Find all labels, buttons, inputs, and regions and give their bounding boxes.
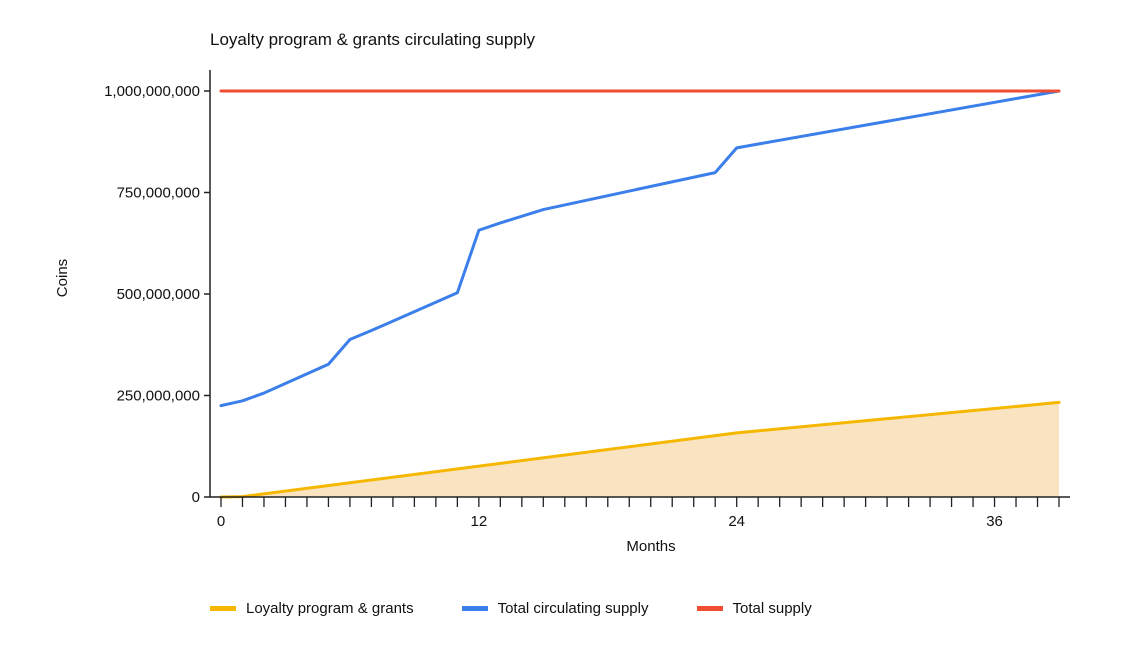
legend-item-circulating: Total circulating supply <box>461 600 649 617</box>
y-tick-label: 500,000,000 <box>117 286 200 303</box>
x-axis-label: Months <box>626 538 675 555</box>
axes-layer: 0 250,000,000 500,000,000 750,000,000 1,000,… <box>104 70 1070 530</box>
x-tick-label: 0 <box>217 513 225 530</box>
series-line-1 <box>219 89 1061 408</box>
y-tick-label: 1,000,000,000 <box>104 83 200 100</box>
y-tick-label: 750,000,000 <box>117 185 200 202</box>
chart-title: Loyalty program & grants circulating sup… <box>210 30 536 49</box>
legend-label-circulating: Total circulating supply <box>497 600 649 617</box>
legend-swatch-circulating <box>461 606 488 611</box>
x-tick-label: 24 <box>728 513 745 530</box>
x-tick-label: 12 <box>471 513 488 530</box>
legend: Loyalty program & grants Total circulati… <box>210 600 812 617</box>
legend-item-total: Total supply <box>696 600 812 617</box>
x-tick-label: 36 <box>986 513 1003 530</box>
legend-label-loyalty: Loyalty program & grants <box>246 600 414 617</box>
legend-swatch-loyalty <box>210 606 236 611</box>
y-tick-label: 0 <box>192 489 200 506</box>
legend-swatch-total <box>696 606 723 611</box>
y-axis-label: Coins <box>54 259 71 297</box>
legend-label-total: Total supply <box>732 600 812 617</box>
legend-item-loyalty: Loyalty program & grants <box>210 600 414 617</box>
y-tick-label: 250,000,000 <box>117 388 200 405</box>
